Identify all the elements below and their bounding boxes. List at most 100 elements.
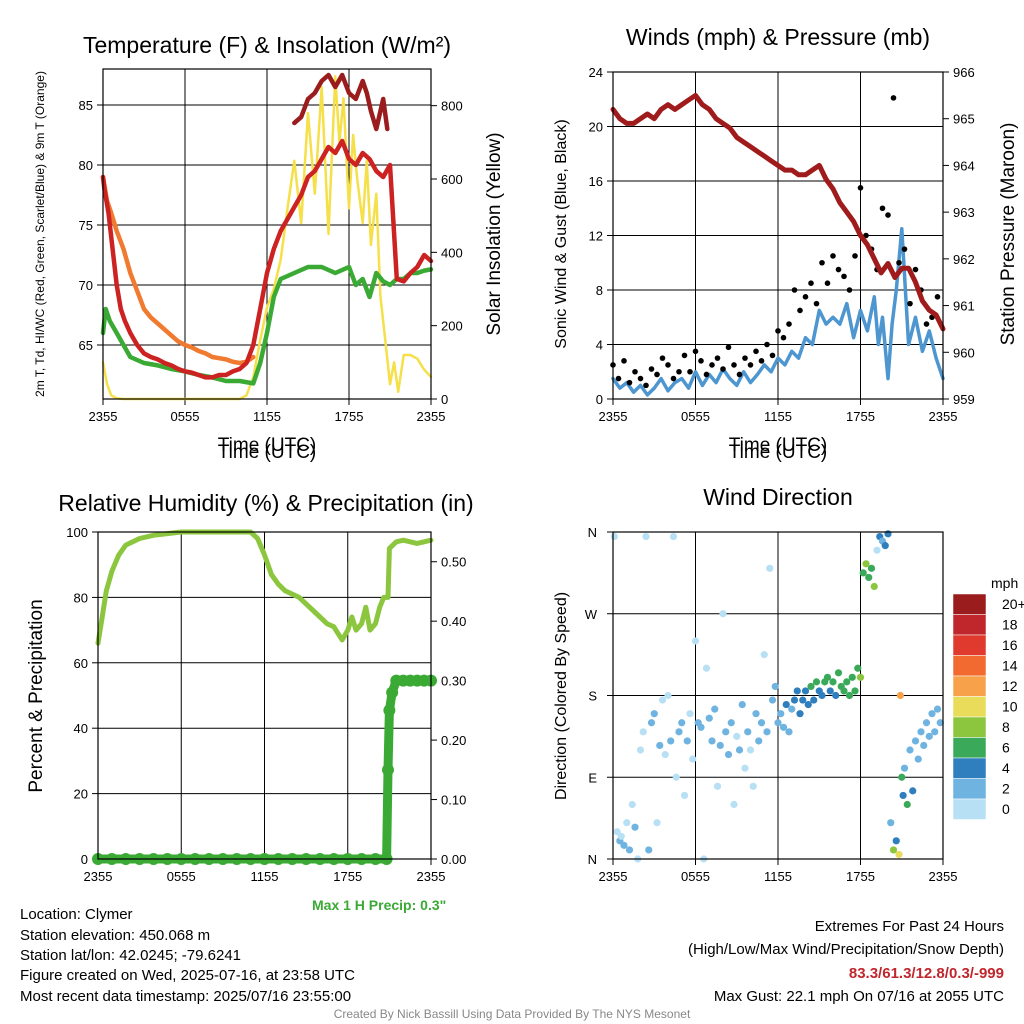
x-tick-label: 1155 — [764, 409, 792, 424]
gust-point — [626, 379, 633, 386]
direction-point — [796, 710, 804, 718]
precip-point — [381, 763, 394, 776]
x-tick-label: 1155 — [764, 869, 792, 884]
gust-point — [637, 375, 644, 382]
y-tick-label: 60 — [74, 656, 88, 671]
y-axis-title: Percent & Precipitation — [26, 599, 47, 792]
gust-point — [791, 287, 798, 293]
x-tick-label: 2355 — [599, 869, 628, 884]
direction-point — [867, 564, 876, 572]
y2-tick-label: 963 — [953, 205, 975, 220]
direction-point — [896, 691, 904, 700]
y-tick-label: 70 — [79, 278, 93, 293]
y-axis-title: Direction (Colored By Speed) — [553, 592, 570, 800]
y2-tick-label: 0.10 — [441, 793, 466, 808]
direction-point — [610, 532, 618, 541]
heat_index-line — [292, 72, 390, 132]
direction-point — [689, 755, 697, 763]
footer-created: Figure created on Wed, 2025-07-16, at 23… — [20, 967, 355, 984]
x-tick-label: 0555 — [681, 869, 710, 884]
direction-point — [719, 610, 727, 618]
direction-point — [856, 673, 865, 681]
direction-point — [895, 850, 903, 859]
direction-point — [631, 823, 639, 831]
gust-point — [923, 321, 930, 327]
y-axis-title: Sonic Wind & Gust (Blue, Black) — [553, 119, 570, 348]
direction-point — [840, 687, 848, 695]
direction-point — [818, 691, 826, 700]
legend-label: 6 — [1002, 740, 1010, 756]
direction-point — [909, 787, 917, 795]
chart-title: Relative Humidity (%) & Precipitation (i… — [58, 490, 473, 516]
y-tick-label: S — [588, 689, 597, 704]
legend-swatch — [952, 696, 987, 718]
y-tick-label: E — [588, 770, 597, 785]
y-tick-label: 16 — [589, 174, 603, 189]
direction-point — [834, 669, 843, 677]
direction-point — [892, 837, 900, 845]
plot-border — [97, 531, 432, 860]
x-axis-label: Time (UTC) — [218, 435, 317, 456]
direction-point — [716, 741, 724, 750]
gust-point — [665, 362, 671, 368]
chart-title: Temperature (F) & Insolation (W/m²) — [83, 32, 451, 58]
legend-label: 12 — [1002, 678, 1018, 694]
direction-point — [870, 582, 878, 591]
direction-point — [804, 700, 812, 709]
direction-point — [733, 732, 741, 740]
footer-elevation: Station elevation: 450.068 m — [20, 927, 211, 944]
y-tick-label: 80 — [74, 590, 88, 605]
direction-point — [683, 737, 691, 745]
direction-point — [829, 678, 837, 686]
plot-border — [612, 71, 944, 400]
y2-tick-label: 966 — [953, 65, 975, 80]
direction-point — [900, 764, 909, 772]
legend-swatch — [952, 614, 987, 636]
direction-point — [865, 573, 873, 582]
direction-point — [741, 764, 749, 772]
gust-point — [643, 382, 649, 389]
direction-point — [711, 705, 719, 713]
direction-point — [777, 710, 785, 718]
wind-speed-line — [611, 226, 945, 397]
gust-point — [632, 368, 638, 375]
gust-point — [725, 344, 732, 351]
x-axis-title: Time (UTC) — [218, 442, 317, 463]
gust-point — [676, 368, 682, 375]
x-tick-label: 2355 — [929, 409, 958, 424]
direction-point — [658, 696, 667, 704]
direction-point — [623, 819, 631, 827]
direction-point — [722, 728, 730, 736]
y2-tick-label: 200 — [441, 319, 463, 334]
pressure-line — [610, 92, 946, 332]
gust-point — [692, 348, 699, 355]
x-tick-label: 2355 — [929, 869, 958, 884]
direction-point — [771, 682, 779, 691]
direction-point — [859, 569, 867, 577]
gust-point — [830, 253, 836, 259]
x-tick-label: 1755 — [333, 869, 362, 884]
gust-point — [621, 358, 627, 364]
direction-point — [799, 696, 807, 704]
direction-point — [664, 691, 672, 700]
direction-point — [889, 846, 898, 854]
y2-tick-label: 959 — [953, 392, 975, 407]
gust-point — [841, 273, 847, 280]
gust-point — [775, 328, 781, 334]
dewpoint-line — [100, 264, 434, 386]
gust-point — [852, 253, 858, 259]
direction-point — [650, 710, 658, 718]
direction-point — [697, 723, 705, 731]
gust-point — [780, 334, 787, 341]
direction-point — [672, 773, 680, 781]
direction-point — [914, 755, 922, 763]
legend-swatch — [952, 634, 987, 656]
gust-point — [720, 366, 726, 372]
direction-point — [691, 637, 700, 645]
direction-point — [933, 705, 942, 713]
legend-label: 16 — [1002, 637, 1018, 653]
y2-axis-title: Solar Insolation (Yellow) — [484, 132, 505, 335]
gust-point — [654, 371, 660, 378]
gust-point — [879, 205, 886, 212]
precip-point — [386, 686, 399, 699]
